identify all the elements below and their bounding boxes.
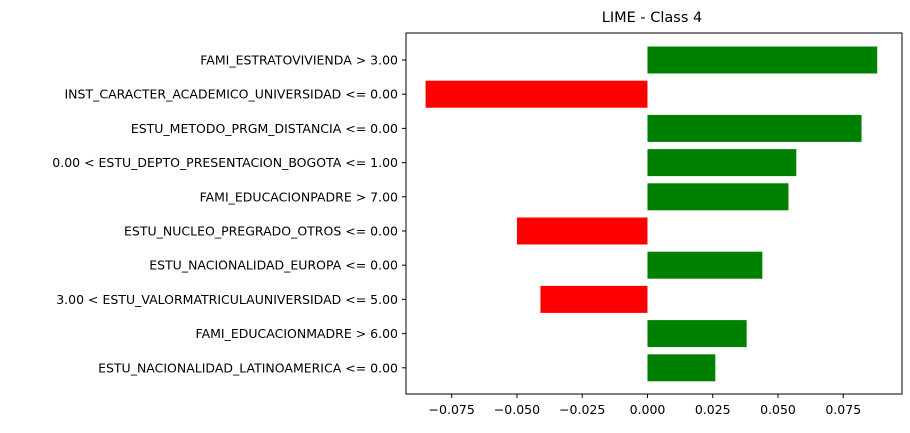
y-tick-label: 0.00 < ESTU_DEPTO_PRESENTACION_BOGOTA <=… [52,155,398,170]
y-tick-label: FAMI_EDUCACIONMADRE > 6.00 [196,326,398,341]
y-tick-label: FAMI_ESTRATOVIVIENDA > 3.00 [200,53,398,68]
x-tick-label: −0.050 [494,402,540,417]
chart-title: LIME - Class 4 [602,10,702,26]
bar-7 [647,251,763,279]
bar-5 [647,183,789,211]
y-tick-label: FAMI_EDUCACIONPADRE > 7.00 [200,189,398,204]
x-tick-label: −0.025 [559,402,605,417]
x-tick-label: 0.000 [630,402,666,417]
x-tick-label: 0.050 [760,402,796,417]
y-tick-label: ESTU_NUCLEO_PREGRADO_OTROS <= 0.00 [124,224,398,239]
bar-4 [647,149,797,177]
bar-8 [540,285,648,313]
y-tick-label: 3.00 < ESTU_VALORMATRICULAUNIVERSIDAD <=… [56,292,398,307]
x-tick-label: 0.075 [825,402,861,417]
plot-frame [405,32,903,395]
bar-6 [516,217,648,245]
y-tick-label: ESTU_METODO_PRGM_DISTANCIA <= 0.00 [131,121,398,136]
bar-10 [647,354,716,382]
bars-group [425,46,878,382]
x-tick-label: −0.075 [429,402,475,417]
y-tick-labels: FAMI_ESTRATOVIVIENDA > 3.00 INST_CARACTER… [52,53,406,375]
y-tick-label: ESTU_NACIONALIDAD_LATINOAMERICA <= 0.00 [98,360,398,375]
y-tick-label: ESTU_NACIONALIDAD_EUROPA <= 0.00 [149,258,398,273]
x-ticks: −0.075 −0.050 −0.025 0.000 0.025 0.050 0.075 [429,394,861,417]
bar-3 [647,114,862,142]
bar-2 [425,80,648,108]
y-tick-label: INST_CARACTER_ACADEMICO_UNIVERSIDAD <= 0… [64,87,398,102]
x-tick-label: 0.025 [695,402,731,417]
bar-9 [647,320,747,348]
bar-1 [647,46,878,74]
